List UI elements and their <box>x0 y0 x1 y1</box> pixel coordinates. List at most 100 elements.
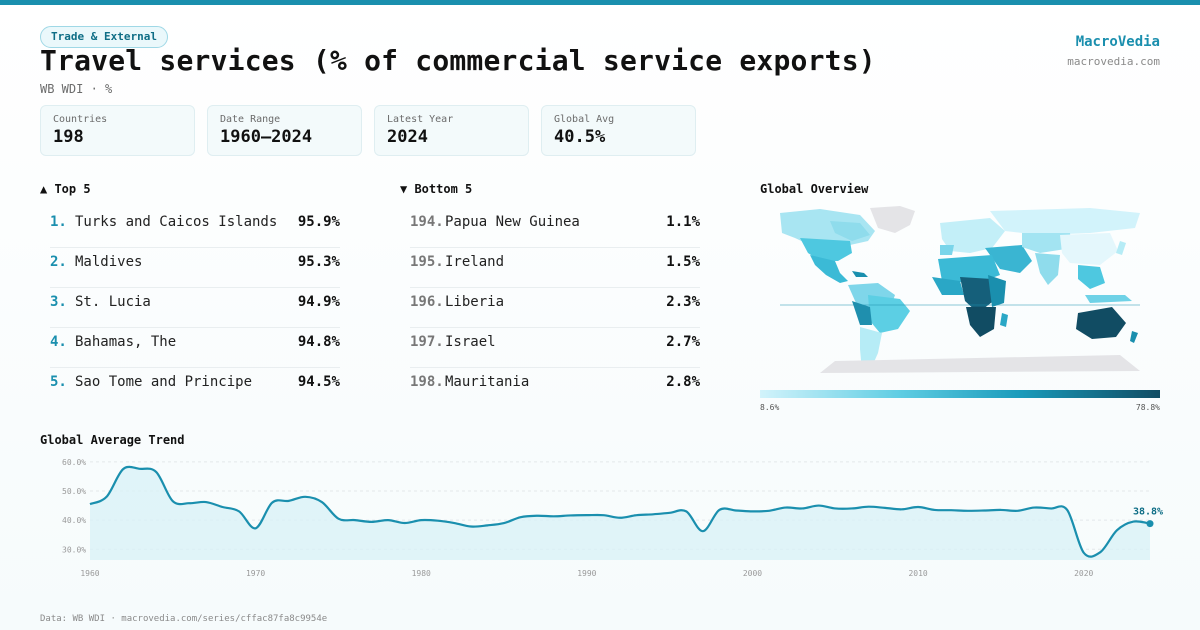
map-region-iberia <box>940 245 954 255</box>
country-value: 2.8% <box>666 374 700 390</box>
country-name: Israel <box>445 334 496 350</box>
map-title: Global Overview <box>760 182 869 196</box>
brand-name[interactable]: MacroVedia <box>1075 34 1160 50</box>
map-region-europe <box>940 218 1005 253</box>
bottom5-list: 194. Papua New Guinea 1.1% 195. Ireland … <box>410 208 700 408</box>
stat-card-date-range: Date Range 1960–2024 <box>207 105 362 156</box>
country-name: St. Lucia <box>75 294 151 310</box>
trend-xtick-label: 2000 <box>743 569 762 578</box>
top5-row-1[interactable]: 1. Turks and Caicos Islands 95.9% <box>50 208 340 248</box>
page-title: Travel services (% of commercial service… <box>40 44 876 77</box>
country-name: Turks and Caicos Islands <box>75 214 278 230</box>
map-region-peru-bolivia <box>852 301 872 325</box>
country-value: 2.7% <box>666 334 700 350</box>
stat-card-global-avg: Global Avg 40.5% <box>541 105 696 156</box>
stat-card-latest-year: Latest Year 2024 <box>374 105 529 156</box>
map-region-indonesia <box>1085 295 1132 303</box>
trend-line <box>89 465 1151 558</box>
stat-label: Countries <box>53 114 108 125</box>
rank-number: 2. <box>50 254 67 270</box>
trend-xtick-label: 2010 <box>908 569 927 578</box>
top-accent-bar <box>0 0 1200 5</box>
top5-row-4[interactable]: 4. Bahamas, The 94.8% <box>50 328 340 368</box>
top5-row-5[interactable]: 5. Sao Tome and Principe 94.5% <box>50 368 340 408</box>
top5-row-2[interactable]: 2. Maldives 95.3% <box>50 248 340 288</box>
country-name: Bahamas, The <box>75 334 177 350</box>
rank-number: 3. <box>50 294 67 310</box>
map-region-north-africa <box>938 255 1000 283</box>
country-name: Sao Tome and Principe <box>75 374 253 390</box>
rank-number: 5. <box>50 374 67 390</box>
trend-end-point <box>1146 520 1154 528</box>
map-region-madagascar <box>1000 313 1008 327</box>
trend-title: Global Average Trend <box>40 433 185 447</box>
map-region-argentina-chile <box>860 327 882 371</box>
map-region-brazil <box>868 295 910 333</box>
stat-value: 40.5% <box>554 127 606 147</box>
footer-source: Data: WB WDI · macrovedia.com/series/cff… <box>40 614 328 624</box>
top5-title: ▲ Top 5 <box>40 182 91 196</box>
map-region-canada-east <box>830 221 870 241</box>
map-region-west-africa <box>932 277 964 295</box>
country-value: 95.3% <box>297 254 340 270</box>
stat-value: 198 <box>53 127 84 147</box>
map-region-antarctica <box>820 355 1140 373</box>
bottom5-row-195[interactable]: 195. Ireland 1.5% <box>410 248 700 288</box>
rank-number: 195. <box>410 254 444 270</box>
country-name: Liberia <box>445 294 505 310</box>
stat-value: 2024 <box>387 127 428 147</box>
country-name: Papua New Guinea <box>445 214 580 230</box>
country-value: 94.5% <box>297 374 340 390</box>
map-region-usa <box>800 238 852 261</box>
map-region-australia <box>1076 307 1126 339</box>
map-region-russia <box>990 208 1140 235</box>
map-legend-gradient <box>760 390 1160 398</box>
country-value: 95.9% <box>297 214 340 230</box>
country-value: 1.5% <box>666 254 700 270</box>
map-region-greenland <box>870 206 915 233</box>
trend-xtick-label: 1970 <box>246 569 265 578</box>
bottom5-title: ▼ Bottom 5 <box>400 182 473 196</box>
world-choropleth-map[interactable] <box>760 203 1160 383</box>
country-name: Maldives <box>75 254 143 270</box>
map-region-se-asia <box>1078 265 1105 289</box>
rank-number: 197. <box>410 334 444 350</box>
rank-number: 196. <box>410 294 444 310</box>
trend-end-label: 38.8% <box>1133 507 1163 518</box>
map-region-central-africa <box>960 277 996 313</box>
country-value: 1.1% <box>666 214 700 230</box>
country-value: 94.8% <box>297 334 340 350</box>
country-value: 2.3% <box>666 294 700 310</box>
country-name: Mauritania <box>445 374 530 390</box>
trend-xtick-label: 2020 <box>1074 569 1093 578</box>
brand: MacroVedia macrovedia.com <box>1067 34 1160 68</box>
brand-url[interactable]: macrovedia.com <box>1067 55 1160 68</box>
bottom5-row-198[interactable]: 198. Mauritania 2.8% <box>410 368 700 408</box>
legend-min-label: 8.6% <box>760 403 780 412</box>
map-region-japan <box>1116 241 1126 255</box>
global-average-trend-chart[interactable]: 30.0% 40.0% 50.0% 60.0% 38.8% 1960 1970 1980 1… <box>40 448 1170 583</box>
map-region-southern-africa <box>966 307 996 337</box>
stat-label: Date Range <box>220 114 281 125</box>
rank-number: 198. <box>410 374 444 390</box>
bottom5-row-197[interactable]: 197. Israel 2.7% <box>410 328 700 368</box>
trend-xtick-label: 1960 <box>80 569 99 578</box>
bottom5-row-194[interactable]: 194. Papua New Guinea 1.1% <box>410 208 700 248</box>
world-map-svg <box>780 206 1140 373</box>
stat-label: Global Avg <box>554 114 615 125</box>
rank-number: 4. <box>50 334 67 350</box>
category-tag[interactable]: Trade & External <box>40 26 168 48</box>
trend-ytick-label: 40.0% <box>62 516 86 525</box>
trend-xtick-label: 1990 <box>577 569 596 578</box>
bottom5-row-196[interactable]: 196. Liberia 2.3% <box>410 288 700 328</box>
top5-row-3[interactable]: 3. St. Lucia 94.9% <box>50 288 340 328</box>
rank-number: 1. <box>50 214 67 230</box>
country-name: Ireland <box>445 254 505 270</box>
rank-number: 194. <box>410 214 444 230</box>
map-region-central-asia <box>1022 233 1072 253</box>
trend-ytick-label: 30.0% <box>62 545 86 554</box>
map-region-mexico <box>810 255 848 283</box>
trend-area-fill <box>90 466 1150 560</box>
legend-max-label: 78.8% <box>1135 403 1160 412</box>
map-region-middle-east <box>985 245 1032 273</box>
